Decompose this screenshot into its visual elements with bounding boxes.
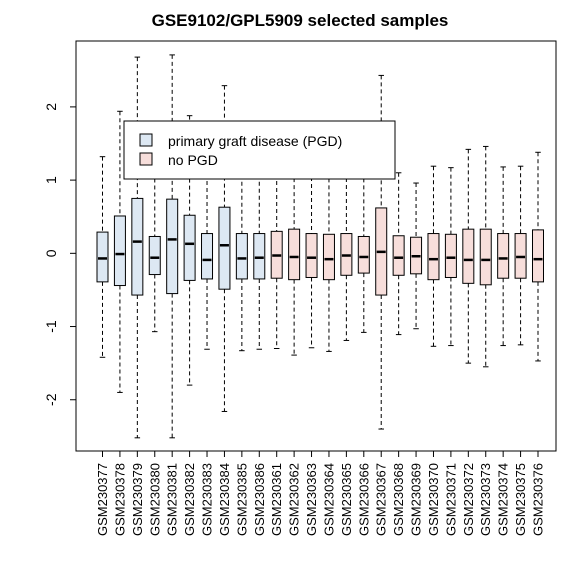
legend-swatch-pgd xyxy=(139,133,153,147)
x-tick-label: GSM230377 xyxy=(95,463,110,536)
x-tick-label: GSM230368 xyxy=(391,463,406,536)
box-GSM230361 xyxy=(270,152,283,349)
box-body xyxy=(253,233,266,280)
x-tick-label: GSM230362 xyxy=(287,463,302,536)
box-GSM230385 xyxy=(235,153,248,352)
box-body xyxy=(532,229,544,283)
x-axis-labels: GSM230377 GSM230378 GSM230379 GSM230380 GSM2… xyxy=(95,451,546,536)
y-tick-label: 1 xyxy=(43,176,59,184)
box-body xyxy=(357,235,370,274)
box-GSM230362 xyxy=(288,149,301,356)
box-GSM230364 xyxy=(322,156,335,352)
x-tick-label: GSM230367 xyxy=(374,463,389,536)
x-tick-label: GSM230365 xyxy=(339,463,354,536)
box-body xyxy=(201,233,214,280)
x-tick-label: GSM230375 xyxy=(513,463,528,536)
legend-swatch-no-pgd xyxy=(139,152,153,166)
box-body xyxy=(148,235,161,276)
y-tick-label: -2 xyxy=(43,393,59,406)
y-tick-label: 0 xyxy=(43,249,59,257)
x-tick-label: GSM230386 xyxy=(252,463,267,536)
x-tick-label: GSM230374 xyxy=(496,463,511,536)
x-tick-label: GSM230364 xyxy=(321,463,336,536)
box-body xyxy=(235,233,248,280)
box-body xyxy=(427,233,440,281)
y-tick-label: -1 xyxy=(43,320,59,333)
box-body xyxy=(288,228,301,281)
x-tick-label: GSM230370 xyxy=(426,463,441,536)
x-tick-label: GSM230382 xyxy=(182,463,197,536)
x-tick-label: GSM230378 xyxy=(112,463,127,536)
box-GSM230383 xyxy=(201,152,214,350)
box-body xyxy=(166,198,179,295)
box-GSM230386 xyxy=(253,153,266,350)
x-tick-label: GSM230384 xyxy=(217,463,232,536)
x-tick-label: GSM230380 xyxy=(147,463,162,536)
box-GSM230376 xyxy=(532,151,544,362)
box-body xyxy=(462,228,475,284)
y-tick-label: 2 xyxy=(43,103,59,111)
x-tick-label: GSM230366 xyxy=(356,463,371,536)
x-tick-label: GSM230376 xyxy=(531,463,546,536)
box-body xyxy=(479,228,492,286)
box-GSM230374 xyxy=(497,166,510,347)
x-tick-label: GSM230379 xyxy=(130,463,145,536)
box-GSM230375 xyxy=(514,165,527,346)
box-body xyxy=(497,233,510,279)
box-body xyxy=(218,206,231,290)
x-tick-label: GSM230371 xyxy=(443,463,458,536)
chart-title: GSE9102/GPL5909 selected samples xyxy=(152,11,449,30)
box-body xyxy=(322,233,335,281)
box-GSM230378 xyxy=(113,110,126,393)
box-body xyxy=(183,214,196,281)
box-GSM230365 xyxy=(340,163,353,341)
x-tick-label: GSM230385 xyxy=(234,463,249,536)
box-body xyxy=(444,233,457,278)
box-GSM230372 xyxy=(462,148,475,364)
y-axis: -2 -1 0 1 2 xyxy=(43,103,77,406)
x-tick-label: GSM230381 xyxy=(165,463,180,536)
box-GSM230368 xyxy=(392,172,405,336)
box-GSM230379 xyxy=(131,56,144,439)
box-GSM230384 xyxy=(218,85,231,412)
legend-label-no-pgd: no PGD xyxy=(168,152,218,168)
box-body xyxy=(96,231,109,283)
box-GSM230370 xyxy=(427,165,440,347)
box-body xyxy=(113,215,126,287)
legend-label-pgd: primary graft disease (PGD) xyxy=(168,133,342,149)
legend-box xyxy=(123,120,396,180)
box-GSM230369 xyxy=(410,182,423,330)
box-GSM230371 xyxy=(444,167,457,347)
x-tick-label: GSM230383 xyxy=(200,463,215,536)
x-tick-label: GSM230372 xyxy=(461,463,476,536)
box-GSM230381 xyxy=(166,54,179,439)
box-GSM230377 xyxy=(96,156,109,358)
x-tick-label: GSM230363 xyxy=(304,463,319,536)
x-tick-label: GSM230361 xyxy=(269,463,284,536)
box-GSM230373 xyxy=(479,145,492,368)
x-tick-label: GSM230369 xyxy=(409,463,424,536)
box-body xyxy=(305,233,318,278)
x-tick-label: GSM230373 xyxy=(478,463,493,536)
box-body xyxy=(392,235,405,276)
box-GSM230366 xyxy=(357,170,370,333)
legend: primary graft disease (PGD) no PGD xyxy=(123,120,396,180)
boxes-layer xyxy=(96,54,544,439)
box-body xyxy=(131,197,144,296)
box-GSM230363 xyxy=(305,155,318,349)
